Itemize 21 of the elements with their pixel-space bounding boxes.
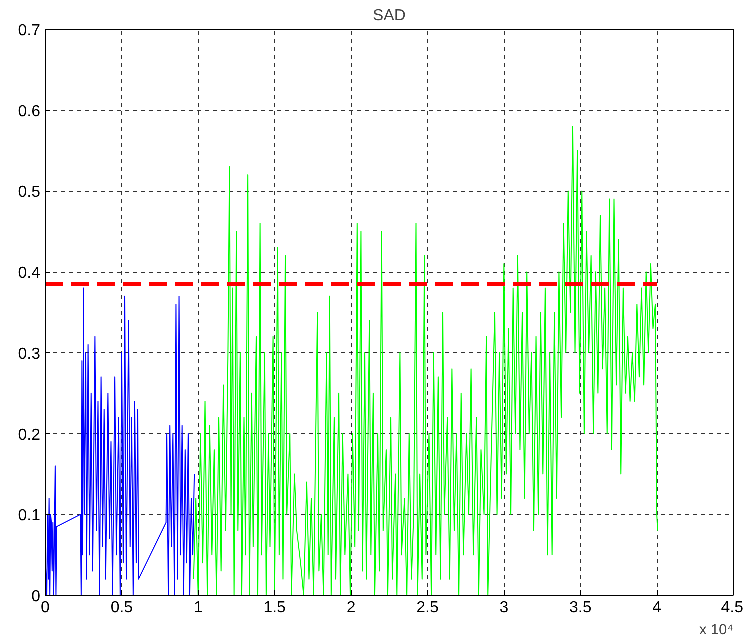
x-tick-label: 1: [194, 600, 203, 616]
y-tick-label: 0.6: [18, 103, 41, 120]
y-tick-label: 0.1: [18, 508, 41, 525]
x-tick-label: 2: [346, 600, 356, 616]
x-tick-label: 4: [652, 600, 662, 616]
x-tick-label: 2.5: [416, 600, 439, 616]
y-tick-label: 0.4: [18, 265, 41, 282]
y-tick-label: 0.5: [18, 184, 41, 202]
chart-title: SAD: [373, 8, 406, 24]
y-tick-label: 0.7: [18, 22, 41, 40]
x-tick-label: 3: [500, 600, 509, 616]
y-tick-label: 0: [32, 588, 41, 606]
line-series: [193, 126, 658, 596]
x-tick-label: 1.5: [264, 600, 286, 616]
text: x 10⁴: [700, 622, 734, 638]
line-series: [46, 288, 196, 596]
x-tick-label: 4.5: [721, 600, 743, 616]
x-tick-label: 3.5: [569, 600, 592, 616]
x-tick-label: 0.5: [110, 600, 134, 616]
y-tick-label: 0.2: [18, 426, 41, 444]
y-tick-label: 0.3: [18, 346, 41, 363]
